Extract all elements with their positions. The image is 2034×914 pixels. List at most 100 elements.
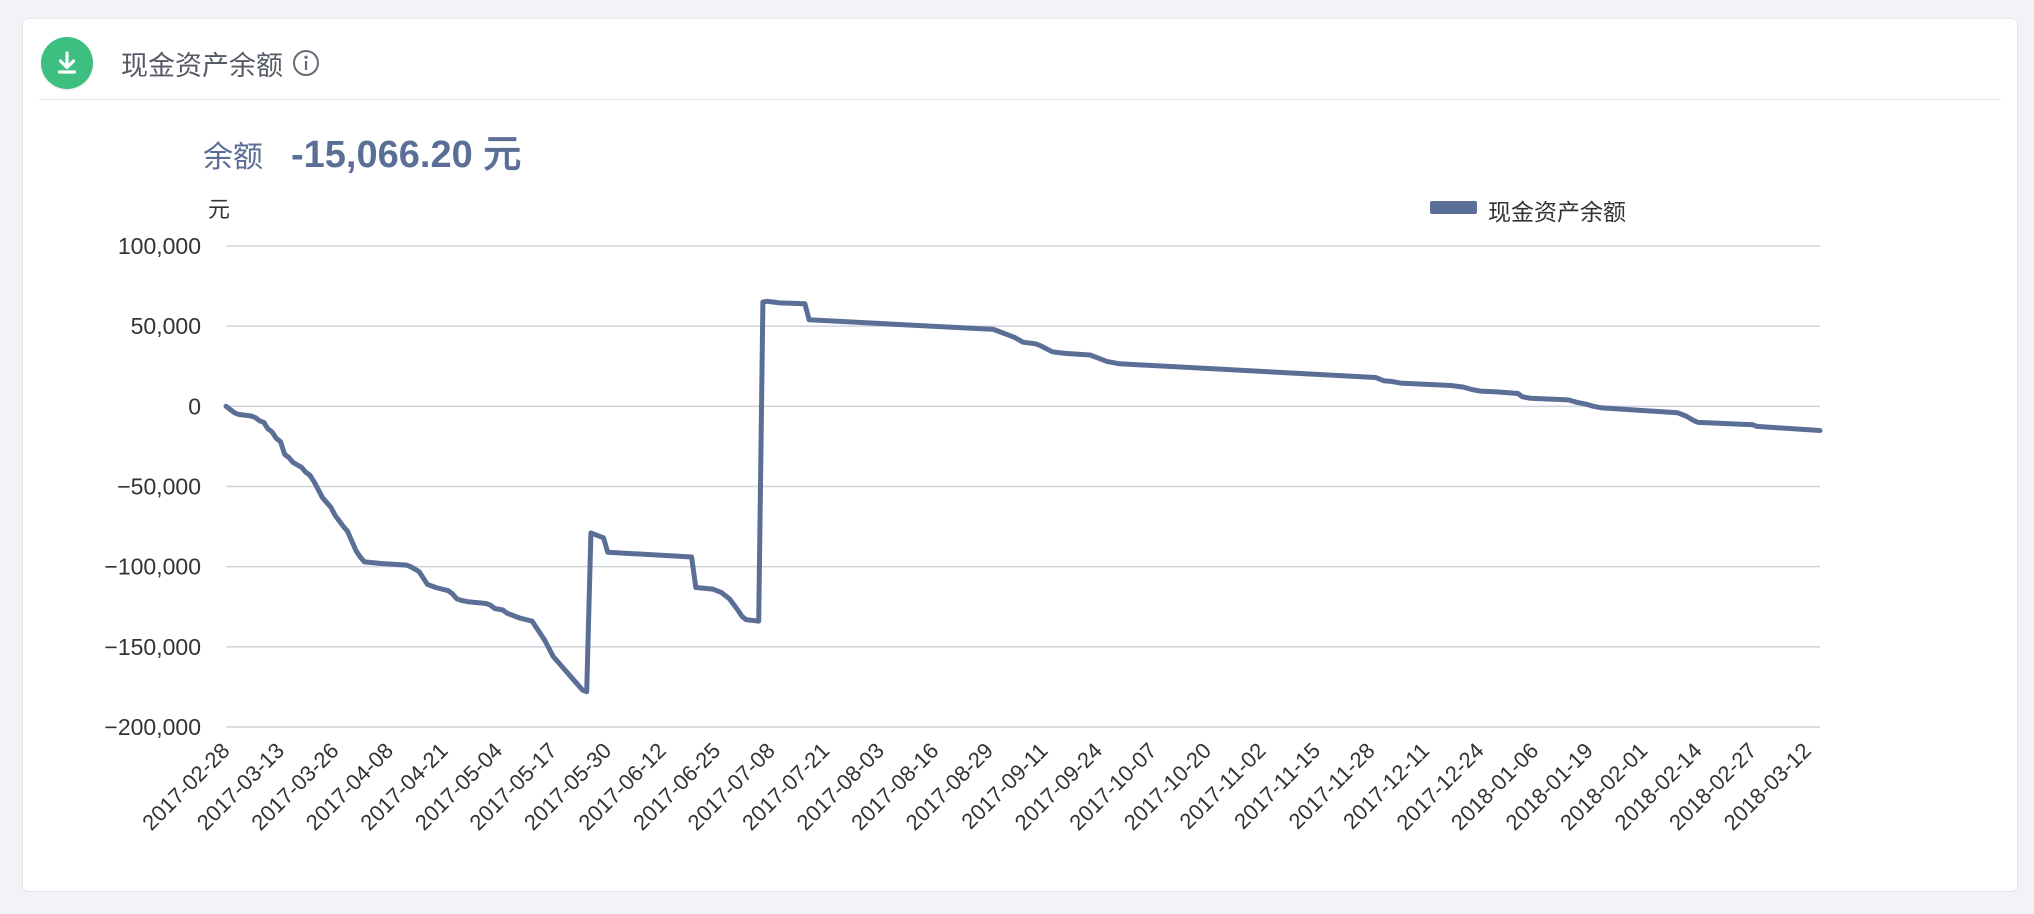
data-point[interactable]	[488, 603, 493, 608]
data-point[interactable]	[551, 654, 556, 659]
data-point[interactable]	[1004, 332, 1009, 337]
data-point[interactable]	[307, 473, 312, 478]
data-point[interactable]	[719, 590, 724, 595]
data-point[interactable]	[1516, 391, 1521, 396]
data-point[interactable]	[802, 301, 807, 306]
data-point[interactable]	[1050, 349, 1055, 354]
data-point[interactable]	[1478, 389, 1483, 394]
data-point[interactable]	[1818, 428, 1823, 433]
data-point[interactable]	[1591, 404, 1596, 409]
data-point[interactable]	[236, 412, 241, 417]
data-point[interactable]	[362, 559, 367, 564]
data-point[interactable]	[1390, 379, 1395, 384]
data-point[interactable]	[299, 465, 304, 470]
data-point[interactable]	[1037, 343, 1042, 348]
data-point[interactable]	[345, 529, 350, 534]
data-point[interactable]	[1381, 378, 1386, 383]
data-point[interactable]	[274, 436, 279, 441]
data-point[interactable]	[765, 299, 770, 304]
data-point[interactable]	[358, 555, 363, 560]
data-point[interactable]	[433, 585, 438, 590]
data-point[interactable]	[458, 598, 463, 603]
data-point[interactable]	[282, 452, 287, 457]
info-icon[interactable]	[291, 48, 321, 78]
data-point[interactable]	[425, 582, 430, 587]
data-point[interactable]	[1520, 394, 1525, 399]
data-point[interactable]	[333, 513, 338, 518]
data-point[interactable]	[559, 664, 564, 669]
data-point[interactable]	[253, 415, 258, 420]
data-point[interactable]	[408, 564, 413, 569]
data-point[interactable]	[1675, 410, 1680, 415]
data-point[interactable]	[1469, 387, 1474, 392]
data-point[interactable]	[1448, 383, 1453, 388]
data-point[interactable]	[312, 479, 317, 484]
data-point[interactable]	[291, 460, 296, 465]
data-point[interactable]	[286, 455, 291, 460]
data-point[interactable]	[534, 625, 539, 630]
data-point[interactable]	[379, 561, 384, 566]
data-point[interactable]	[576, 683, 581, 688]
chart-legend[interactable]: 现金资产余额	[1430, 199, 1626, 225]
data-point[interactable]	[1088, 353, 1093, 358]
data-point[interactable]	[446, 588, 451, 593]
data-point[interactable]	[228, 407, 233, 412]
data-point[interactable]	[744, 617, 749, 622]
data-point[interactable]	[593, 532, 598, 537]
data-point[interactable]	[467, 599, 472, 604]
data-point[interactable]	[605, 550, 610, 555]
data-point[interactable]	[492, 606, 497, 611]
data-point[interactable]	[1528, 396, 1533, 401]
data-point[interactable]	[1012, 335, 1017, 340]
data-point[interactable]	[542, 638, 547, 643]
data-point[interactable]	[693, 585, 698, 590]
data-point[interactable]	[735, 608, 740, 613]
data-point[interactable]	[584, 689, 589, 694]
data-point[interactable]	[740, 614, 745, 619]
data-point[interactable]	[710, 587, 715, 592]
data-point[interactable]	[760, 300, 765, 305]
data-point[interactable]	[601, 535, 606, 540]
data-point[interactable]	[995, 329, 1000, 334]
data-point[interactable]	[1117, 361, 1122, 366]
data-point[interactable]	[727, 596, 732, 601]
data-point[interactable]	[349, 539, 354, 544]
data-point[interactable]	[1755, 424, 1760, 429]
data-point[interactable]	[689, 555, 694, 560]
data-point[interactable]	[1021, 340, 1026, 345]
data-point[interactable]	[320, 495, 325, 500]
download-icon[interactable]	[41, 37, 93, 89]
data-point[interactable]	[1062, 351, 1067, 356]
data-point[interactable]	[1696, 420, 1701, 425]
data-point[interactable]	[530, 619, 535, 624]
data-point[interactable]	[278, 439, 283, 444]
data-point[interactable]	[1574, 400, 1579, 405]
data-point[interactable]	[417, 569, 422, 574]
data-point[interactable]	[500, 608, 505, 613]
data-point[interactable]	[1495, 389, 1500, 394]
data-point[interactable]	[354, 548, 359, 553]
data-point[interactable]	[265, 426, 270, 431]
data-point[interactable]	[1566, 397, 1571, 402]
data-point[interactable]	[328, 505, 333, 510]
data-point[interactable]	[303, 470, 308, 475]
data-point[interactable]	[1096, 356, 1101, 361]
data-point[interactable]	[807, 317, 812, 322]
data-point[interactable]	[1683, 414, 1688, 419]
data-point[interactable]	[1583, 401, 1588, 406]
data-point[interactable]	[568, 673, 573, 678]
data-point[interactable]	[316, 487, 321, 492]
data-point[interactable]	[777, 300, 782, 305]
data-point[interactable]	[224, 404, 229, 409]
data-point[interactable]	[1599, 405, 1604, 410]
data-point[interactable]	[261, 420, 266, 425]
data-point[interactable]	[1104, 359, 1109, 364]
series-line[interactable]	[223, 298, 1823, 695]
data-point[interactable]	[756, 619, 761, 624]
data-point[interactable]	[341, 524, 346, 529]
data-point[interactable]	[270, 430, 275, 435]
data-point[interactable]	[1398, 381, 1403, 386]
data-point[interactable]	[517, 616, 522, 621]
data-point[interactable]	[505, 611, 510, 616]
data-point[interactable]	[1461, 385, 1466, 390]
